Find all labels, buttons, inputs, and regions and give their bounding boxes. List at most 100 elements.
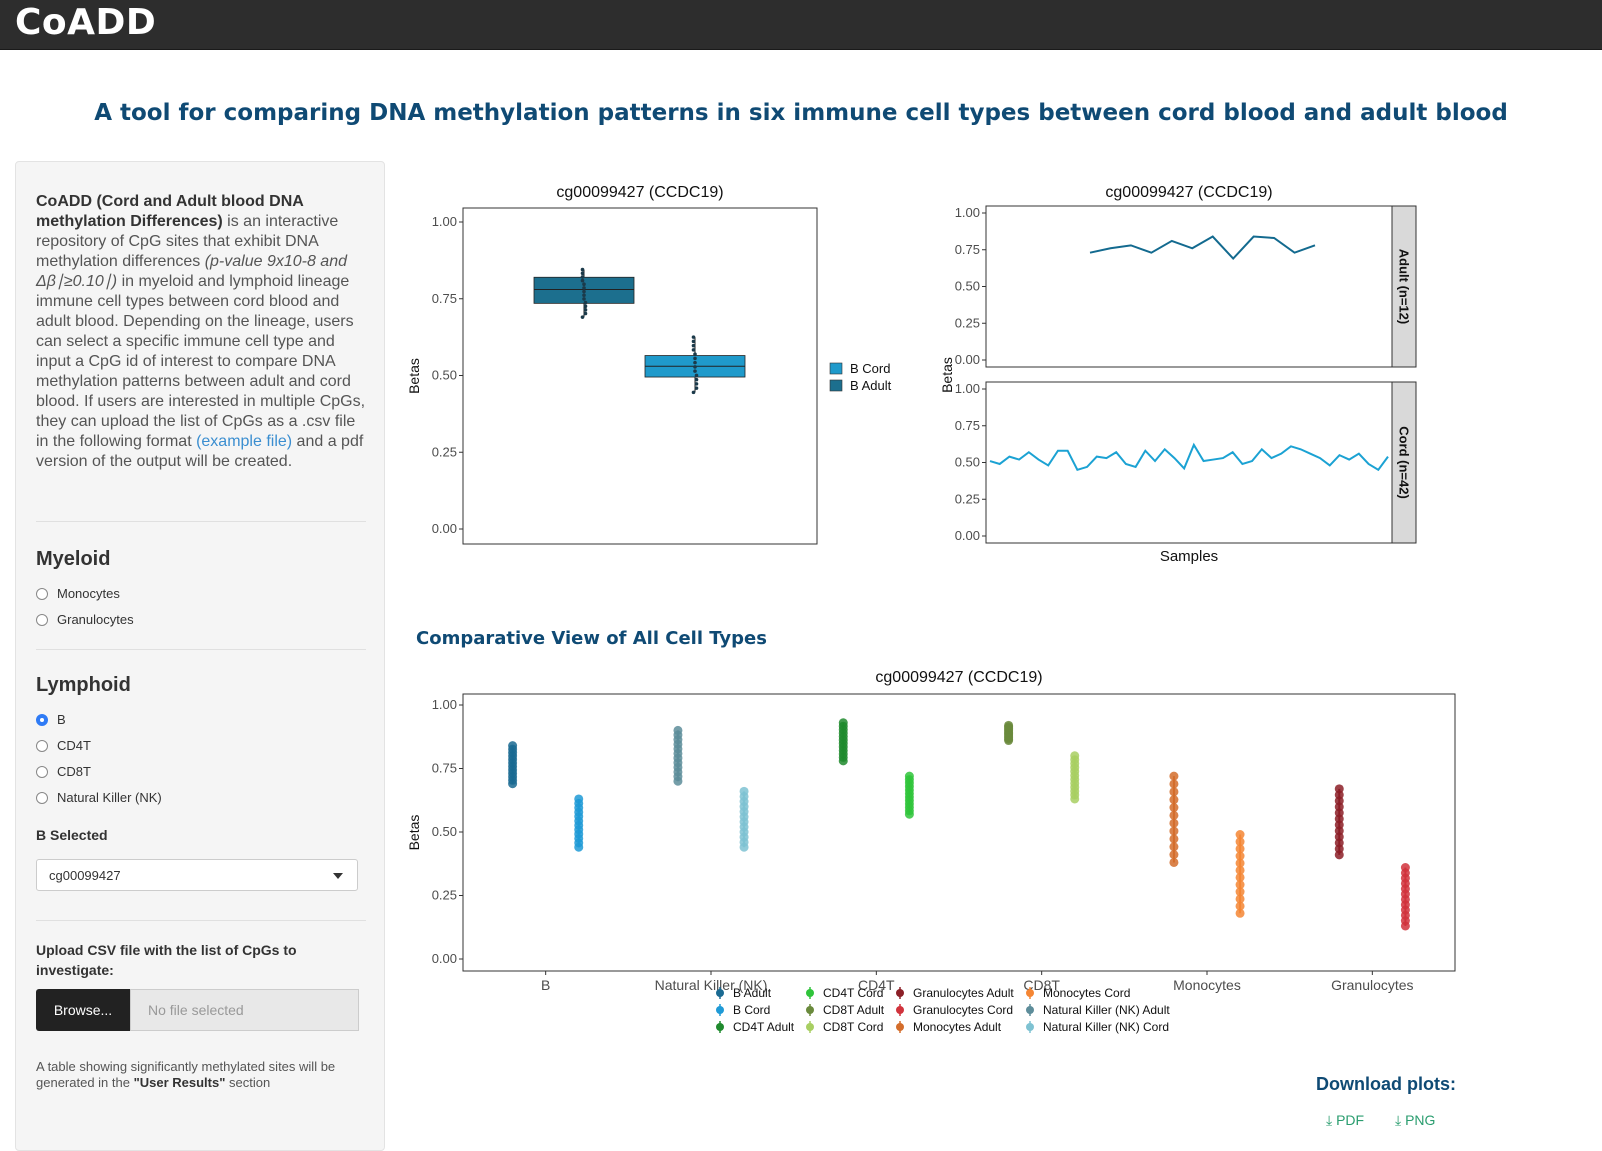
data-point xyxy=(508,765,518,775)
data-point xyxy=(1169,826,1179,836)
x-tick-label: Monocytes xyxy=(1173,977,1241,993)
y-tick-label: 0.25 xyxy=(955,315,980,330)
radio-cd4t[interactable]: CD4T xyxy=(36,738,91,753)
radio-label: Monocytes xyxy=(57,586,120,601)
data-point xyxy=(904,785,914,795)
y-tick-label: 1.00 xyxy=(432,214,457,229)
legend-label: CD8T Cord xyxy=(823,1020,883,1034)
data-point xyxy=(1334,826,1344,836)
legend-key xyxy=(806,1023,814,1031)
intro-part-2: in myeloid and lymphoid lineage immune c… xyxy=(36,273,366,450)
y-axis-label: Betas xyxy=(406,358,422,394)
legend-label: CD4T Cord xyxy=(823,986,883,1000)
data-point xyxy=(904,771,914,781)
facet-strip xyxy=(1391,205,1417,368)
upload-label: Upload CSV file with the list of CpGs to… xyxy=(36,942,297,978)
navbar: CoADD xyxy=(0,0,1602,50)
radio-b[interactable]: B xyxy=(36,712,66,727)
data-point xyxy=(1334,808,1344,818)
radio-circle[interactable] xyxy=(36,739,48,752)
box-point xyxy=(582,293,586,298)
y-axis-label: Betas xyxy=(406,815,422,851)
data-point xyxy=(1004,733,1014,743)
data-point xyxy=(1334,796,1344,806)
example-file-link[interactable]: (example file) xyxy=(196,433,293,450)
radio-circle[interactable] xyxy=(36,613,48,626)
download-icon: ⤓ xyxy=(1395,1112,1402,1128)
download-pdf-link[interactable]: ⤓ PDF xyxy=(1326,1112,1364,1129)
radio-circle[interactable] xyxy=(36,587,48,600)
cpg-select[interactable]: cg00099427 xyxy=(36,859,358,891)
legend-label: CD4T Adult xyxy=(733,1020,795,1034)
radio-label: Granulocytes xyxy=(57,612,134,627)
legend-label: B Adult xyxy=(733,986,772,1000)
data-point xyxy=(508,754,518,764)
radio-monocytes[interactable]: Monocytes xyxy=(36,586,120,601)
data-point xyxy=(673,758,683,768)
data-point xyxy=(1169,857,1179,867)
box-point xyxy=(693,356,697,361)
box-point xyxy=(582,282,586,287)
sidebar: CoADD (Cord and Adult blood DNA methylat… xyxy=(15,161,385,1151)
data-point xyxy=(904,795,914,805)
plot-panel xyxy=(462,693,1456,972)
download-png-link[interactable]: ⤓ PNG xyxy=(1395,1112,1435,1129)
note-part-2: section xyxy=(225,1075,271,1090)
data-point xyxy=(838,732,848,742)
y-tick-label: 0.25 xyxy=(955,491,980,506)
box-point xyxy=(693,369,697,373)
intro-part-3: and a pdf version of the output will be … xyxy=(36,433,364,470)
data-point xyxy=(1169,771,1179,781)
legend-label: Monocytes Adult xyxy=(913,1020,1002,1034)
data-point xyxy=(1334,838,1344,848)
file-name-field[interactable]: No file selected xyxy=(130,989,359,1031)
data-point xyxy=(904,778,914,788)
y-tick-label: 0.25 xyxy=(432,444,457,459)
data-point xyxy=(739,786,749,796)
legend-key xyxy=(716,1023,724,1031)
chevron-down-icon[interactable] xyxy=(333,873,343,879)
radio-nk[interactable]: Natural Killer (NK) xyxy=(36,790,162,805)
box-point xyxy=(694,386,699,390)
data-point xyxy=(1235,830,1245,840)
facet-strip xyxy=(1391,381,1417,544)
data-point xyxy=(574,825,584,835)
box-point xyxy=(694,382,699,386)
radio-circle[interactable] xyxy=(36,765,48,778)
results-note: A table showing significantly methylated… xyxy=(36,1059,366,1091)
divider xyxy=(36,521,366,522)
data-point xyxy=(1235,858,1245,868)
y-tick-label: 0.75 xyxy=(432,761,457,776)
chart-title: cg00099427 (CCDC19) xyxy=(1105,184,1272,201)
divider xyxy=(36,649,366,650)
radio-label: CD4T xyxy=(57,738,91,753)
radio-circle[interactable] xyxy=(36,791,48,804)
box-point xyxy=(582,289,586,294)
x-tick-label: Granulocytes xyxy=(1331,977,1413,993)
box-point xyxy=(580,267,585,272)
y-tick-label: 0.00 xyxy=(955,528,980,543)
browse-button[interactable]: Browse... xyxy=(36,989,130,1031)
radio-label: CD8T xyxy=(57,764,91,779)
myeloid-title: Myeloid xyxy=(36,548,111,570)
legend-label: Monocytes Cord xyxy=(1043,986,1130,1000)
radio-label: B xyxy=(57,712,66,727)
legend-label: B Cord xyxy=(850,361,890,376)
data-point xyxy=(1169,779,1179,789)
y-tick-label: 0.50 xyxy=(955,279,980,294)
brand-logo[interactable]: CoADD xyxy=(15,2,157,43)
data-point xyxy=(1169,795,1179,805)
data-point xyxy=(904,802,914,812)
download-png-label: PNG xyxy=(1405,1112,1436,1128)
radio-circle-selected[interactable] xyxy=(36,713,48,726)
data-point xyxy=(574,794,584,804)
intro-text: CoADD (Cord and Adult blood DNA methylat… xyxy=(36,192,366,472)
box-point xyxy=(691,348,696,352)
plot-panel xyxy=(462,207,818,545)
data-point xyxy=(1070,759,1080,769)
radio-cd8t[interactable]: CD8T xyxy=(36,764,91,779)
data-point xyxy=(1334,784,1344,794)
data-point xyxy=(1169,850,1179,860)
facet-panel xyxy=(985,381,1393,544)
radio-granulocytes[interactable]: Granulocytes xyxy=(36,612,134,627)
